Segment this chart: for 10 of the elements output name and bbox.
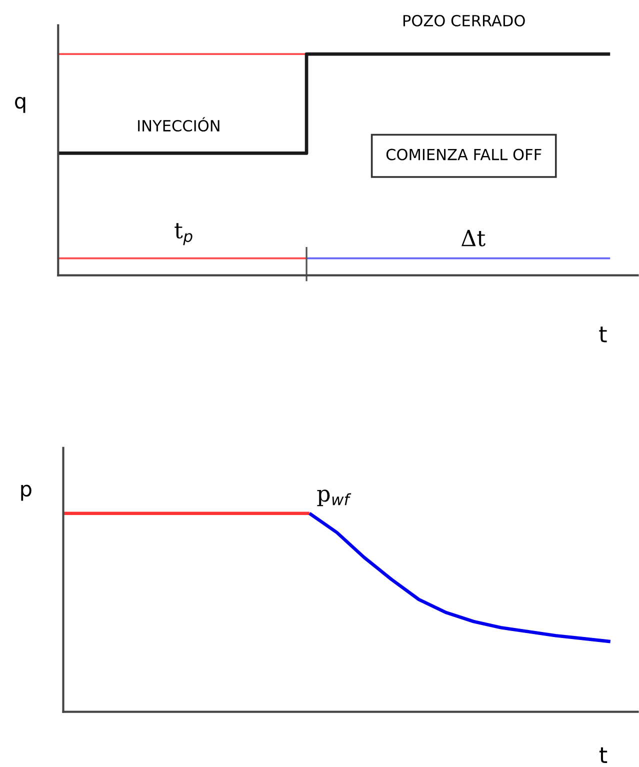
- text: POZO CERRADO: [403, 14, 525, 26]
- x-axis-title: t: [599, 326, 607, 342]
- y-axis-title: p: [21, 484, 32, 501]
- annotation: INYECCIÓN: [138, 117, 220, 132]
- y-axis-title: q: [15, 96, 26, 113]
- x-axis-title: t: [599, 747, 608, 763]
- annotation: t$_{p}$: [174, 223, 192, 246]
- annotation: COMIENZA FALL OFF: [386, 148, 542, 160]
- text: p$_{wf}$: [317, 490, 352, 506]
- annotation: Δt: [461, 230, 486, 246]
